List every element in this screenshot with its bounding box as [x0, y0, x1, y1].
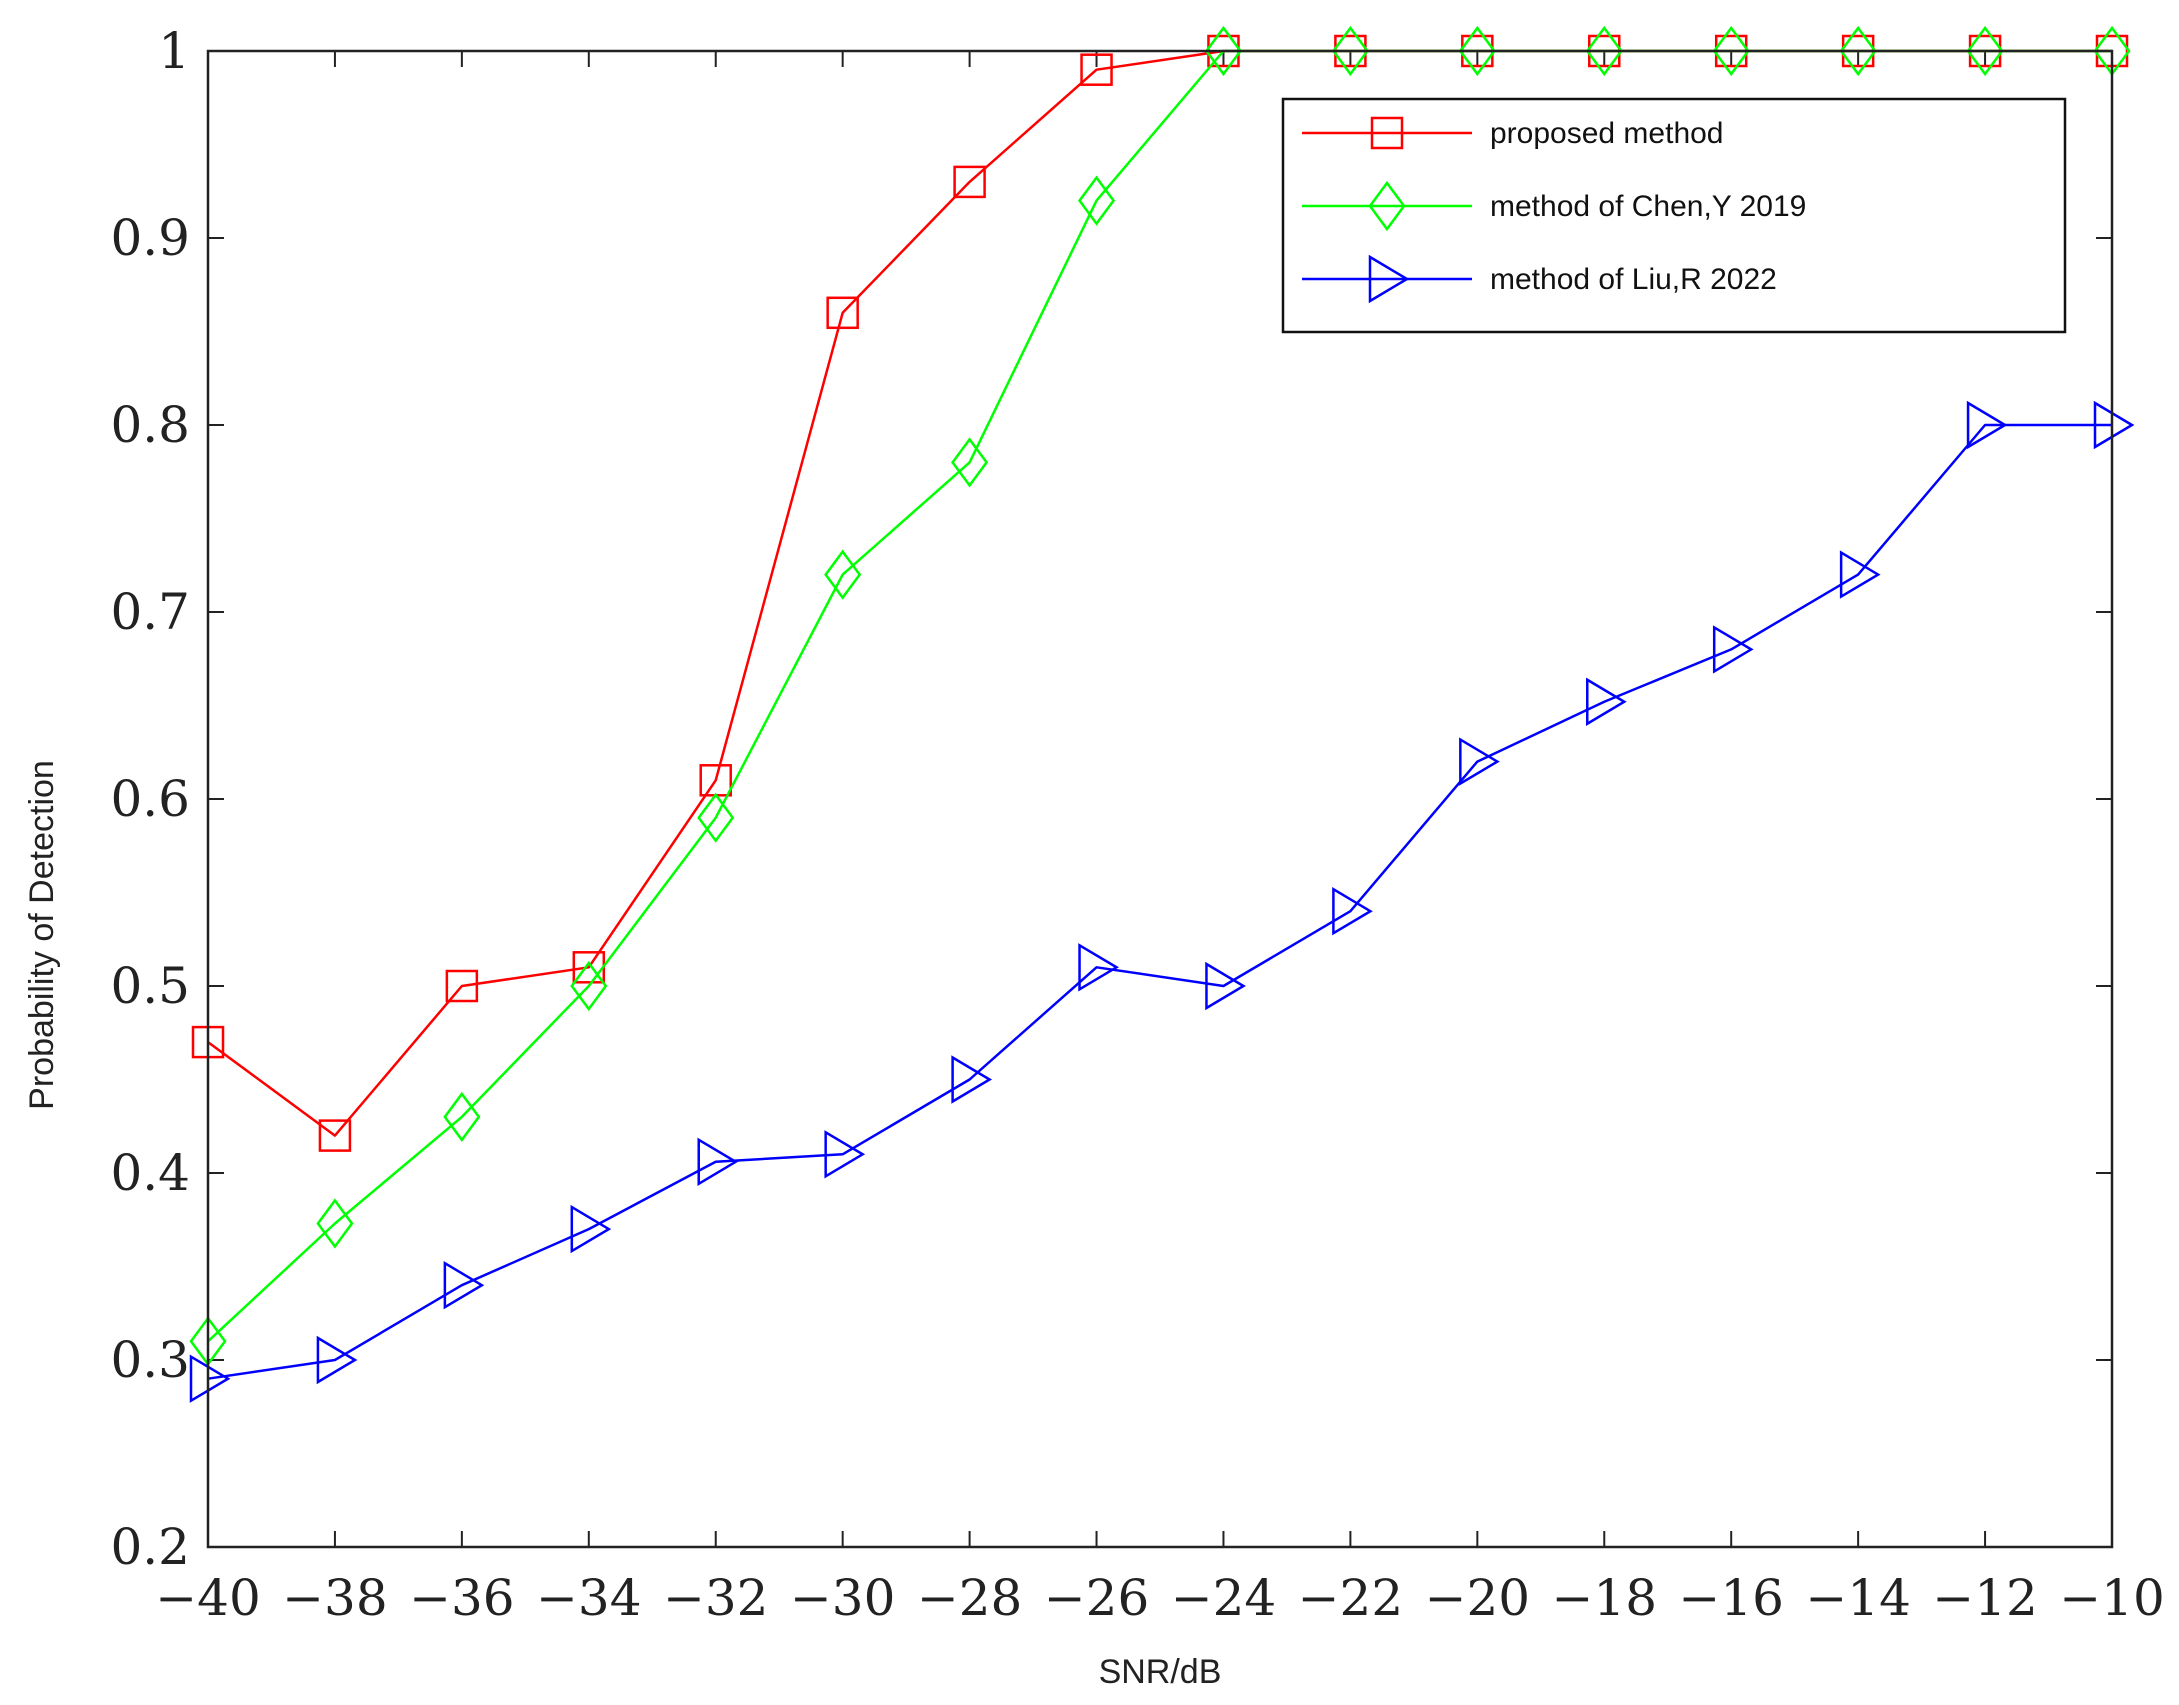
y-tick-label: 0.2	[110, 1518, 190, 1576]
data-point	[1080, 53, 1113, 86]
legend: proposed method method of Chen,Y 2019 meth…	[1281, 97, 2067, 334]
legend-label: method of Chen,Y 2019	[1490, 190, 1806, 223]
data-point	[1839, 550, 1881, 599]
data-point	[318, 1119, 352, 1152]
x-tick-label: −34	[536, 1569, 642, 1627]
data-point	[316, 1335, 358, 1385]
x-axis-ticks: −40 −38 −36 −34 −32 −30 −28 −26 −24 −22 −20 −18 −16−…	[155, 51, 2165, 1627]
legend-item: method of Chen,Y 2019	[1302, 180, 1806, 232]
data-point	[951, 1055, 993, 1104]
data-point	[189, 1354, 231, 1403]
x-tick-label: −38	[282, 1569, 388, 1627]
y-tick-label: 0.3	[110, 1331, 190, 1389]
legend-item: proposed method	[1302, 116, 1724, 150]
y-tick-label: 0.7	[110, 583, 190, 641]
data-point	[1839, 25, 1877, 77]
data-point	[1459, 737, 1500, 786]
x-tick-label: −32	[663, 1569, 769, 1627]
x-tick-label: −18	[1552, 1569, 1658, 1627]
y-axis-title: Probability of Detection	[23, 760, 61, 1110]
x-tick-label: −40	[155, 1569, 261, 1627]
x-tick-label: −22	[1298, 1569, 1404, 1627]
data-point	[1585, 25, 1623, 77]
series-3	[189, 400, 2135, 1403]
series-line	[207, 423, 2112, 1380]
data-point	[697, 792, 735, 843]
data-point	[1205, 961, 1246, 1011]
legend-marker	[1368, 180, 1406, 232]
y-tick-label: 0.9	[110, 209, 190, 267]
data-point	[1458, 25, 1496, 77]
data-point	[824, 549, 862, 600]
data-point	[445, 969, 479, 1003]
legend-label: method of Liu,R 2022	[1490, 263, 1777, 296]
data-point	[2093, 400, 2135, 450]
data-point	[570, 960, 608, 1012]
plot-frame	[206, 49, 2114, 1549]
data-point	[1331, 25, 1369, 77]
x-tick-label: −26	[1044, 1569, 1150, 1627]
data-point	[1077, 175, 1116, 226]
data-point	[1332, 887, 1373, 936]
x-tick-label: −30	[790, 1569, 896, 1627]
y-tick-label: 1	[158, 22, 190, 80]
data-point	[570, 1204, 612, 1254]
x-tick-label: −20	[1425, 1569, 1531, 1627]
y-tick-label: 0.6	[110, 770, 190, 828]
data-point	[1712, 25, 1750, 77]
x-tick-label: −12	[1932, 1569, 2038, 1627]
data-point	[1966, 25, 2004, 77]
legend-label: proposed method	[1490, 117, 1724, 150]
data-point	[1966, 400, 2008, 450]
x-tick-label: −24	[1171, 1569, 1277, 1627]
data-point	[824, 1130, 866, 1179]
data-point	[951, 437, 989, 488]
x-tick-label: −36	[409, 1569, 515, 1627]
data-point	[1712, 625, 1754, 674]
y-tick-label: 0.8	[110, 396, 190, 454]
y-tick-label: 0.5	[110, 957, 190, 1015]
data-point	[1078, 943, 1119, 992]
legend-item: method of Liu,R 2022	[1302, 254, 1777, 304]
legend-box	[1281, 97, 2067, 334]
x-tick-label: −28	[917, 1569, 1023, 1627]
data-point	[826, 296, 859, 330]
data-point	[953, 165, 986, 199]
x-tick-label: −16	[1678, 1569, 1784, 1627]
legend-marker	[1370, 116, 1404, 150]
data-point	[443, 1261, 485, 1310]
x-tick-label: −14	[1805, 1569, 1911, 1627]
y-tick-label: 0.4	[110, 1144, 190, 1202]
data-point	[316, 1198, 354, 1249]
data-point	[697, 1137, 739, 1186]
legend-marker	[1368, 254, 1410, 304]
x-axis-title: SNR/dB	[1099, 1653, 1222, 1691]
data-point	[1586, 677, 1627, 726]
data-point	[1204, 25, 1243, 77]
data-point	[443, 1091, 481, 1143]
x-tick-label: −10	[2059, 1569, 2165, 1627]
